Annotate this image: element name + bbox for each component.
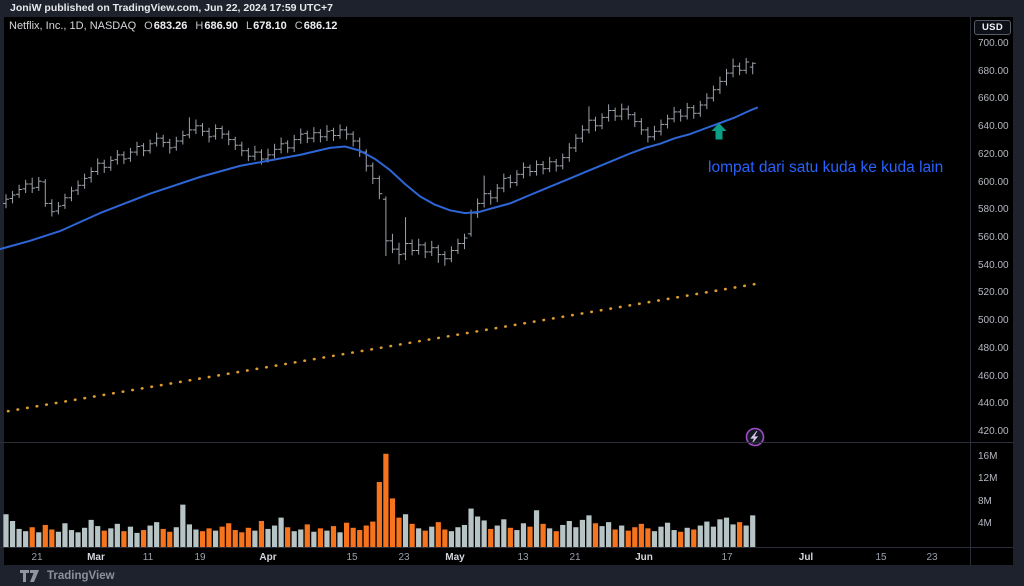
chart-svg[interactable]: lompat dari satu kuda ke kuda lain 21 Mar 1…	[0, 17, 970, 565]
price-tick-label: 600.00	[978, 176, 1009, 188]
published-banner: JoniW published on TradingView.com, Jun …	[0, 0, 1024, 17]
price-tick-label: 440.00	[978, 398, 1009, 410]
price-tick-label: 620.00	[978, 148, 1009, 160]
price-tick-label: 520.00	[978, 287, 1009, 299]
price-tick-label: 540.00	[978, 259, 1009, 271]
currency-toggle-button[interactable]: USD	[974, 20, 1011, 35]
time-axis-divider	[0, 547, 1013, 548]
moving-average-line[interactable]	[0, 106, 758, 251]
price-tick-label: 500.00	[978, 315, 1009, 327]
svg-text:23: 23	[398, 552, 410, 563]
trendline-dotted[interactable]	[6, 282, 759, 413]
svg-text:Jul: Jul	[799, 552, 814, 563]
price-tick-label: 480.00	[978, 342, 1009, 354]
footer: TradingView	[0, 565, 1024, 586]
price-tick-label: 660.00	[978, 93, 1009, 105]
price-tick-label: 640.00	[978, 121, 1009, 133]
svg-text:May: May	[445, 552, 465, 563]
svg-text:11: 11	[143, 552, 154, 563]
ohlc-low: L 678.10	[245, 20, 287, 32]
volume-tick-label: 12M	[978, 473, 998, 485]
price-axis[interactable]: USD 700.00 680.00 660.00 640.00 620.00 600.00…	[970, 17, 1013, 565]
symbol-legend[interactable]: Netflix, Inc., 1D, NASDAQ O 683.26 H 686.9…	[9, 20, 337, 32]
axis-right-margin	[1013, 17, 1024, 565]
tradingview-brand-label[interactable]: TradingView	[47, 569, 115, 582]
ohlc-high: H 686.90	[195, 20, 238, 32]
ohlc-open: O 683.26	[144, 20, 188, 32]
svg-text:15: 15	[346, 552, 358, 563]
time-axis-labels: 21 Mar 11 19 Apr 15 23 May 13 21 Jun 17 Jul 15 23	[31, 552, 938, 563]
annotation-label[interactable]: lompat dari satu kuda ke kuda lain	[708, 159, 943, 176]
volume-pane	[3, 453, 756, 548]
price-tick-label: 420.00	[978, 426, 1009, 437]
svg-text:Mar: Mar	[87, 552, 105, 563]
chart-background	[4, 17, 970, 565]
volume-tick-label: 16M	[978, 450, 998, 462]
svg-text:Jun: Jun	[635, 552, 653, 563]
arrow-up-marker[interactable]	[711, 123, 727, 140]
svg-text:21: 21	[31, 552, 43, 563]
price-tick-label: 700.00	[978, 38, 1009, 49]
price-bars	[3, 57, 756, 266]
volume-tick-label: 4M	[978, 518, 992, 530]
svg-text:21: 21	[569, 552, 581, 563]
price-tick-label: 680.00	[978, 65, 1009, 77]
price-tick-label: 580.00	[978, 204, 1009, 216]
svg-text:13: 13	[517, 552, 529, 563]
published-banner-text: JoniW published on TradingView.com, Jun …	[10, 2, 333, 14]
symbol-title: Netflix, Inc., 1D, NASDAQ	[9, 20, 137, 32]
price-tick-label: 560.00	[978, 232, 1009, 243]
price-tick-label: 460.00	[978, 370, 1009, 382]
lightning-button[interactable]	[745, 427, 765, 447]
volume-tick-label: 8M	[978, 495, 992, 507]
tradingview-logo-icon[interactable]	[20, 569, 40, 582]
svg-text:23: 23	[926, 552, 938, 563]
chart-workspace: lompat dari satu kuda ke kuda lain 21 Mar 1…	[0, 17, 1024, 565]
pane-divider[interactable]	[0, 442, 1013, 443]
svg-text:19: 19	[194, 552, 206, 563]
svg-text:Apr: Apr	[259, 552, 276, 563]
ohlc-close: C 686.12	[294, 20, 338, 32]
svg-text:15: 15	[875, 552, 887, 563]
svg-text:17: 17	[721, 552, 733, 563]
